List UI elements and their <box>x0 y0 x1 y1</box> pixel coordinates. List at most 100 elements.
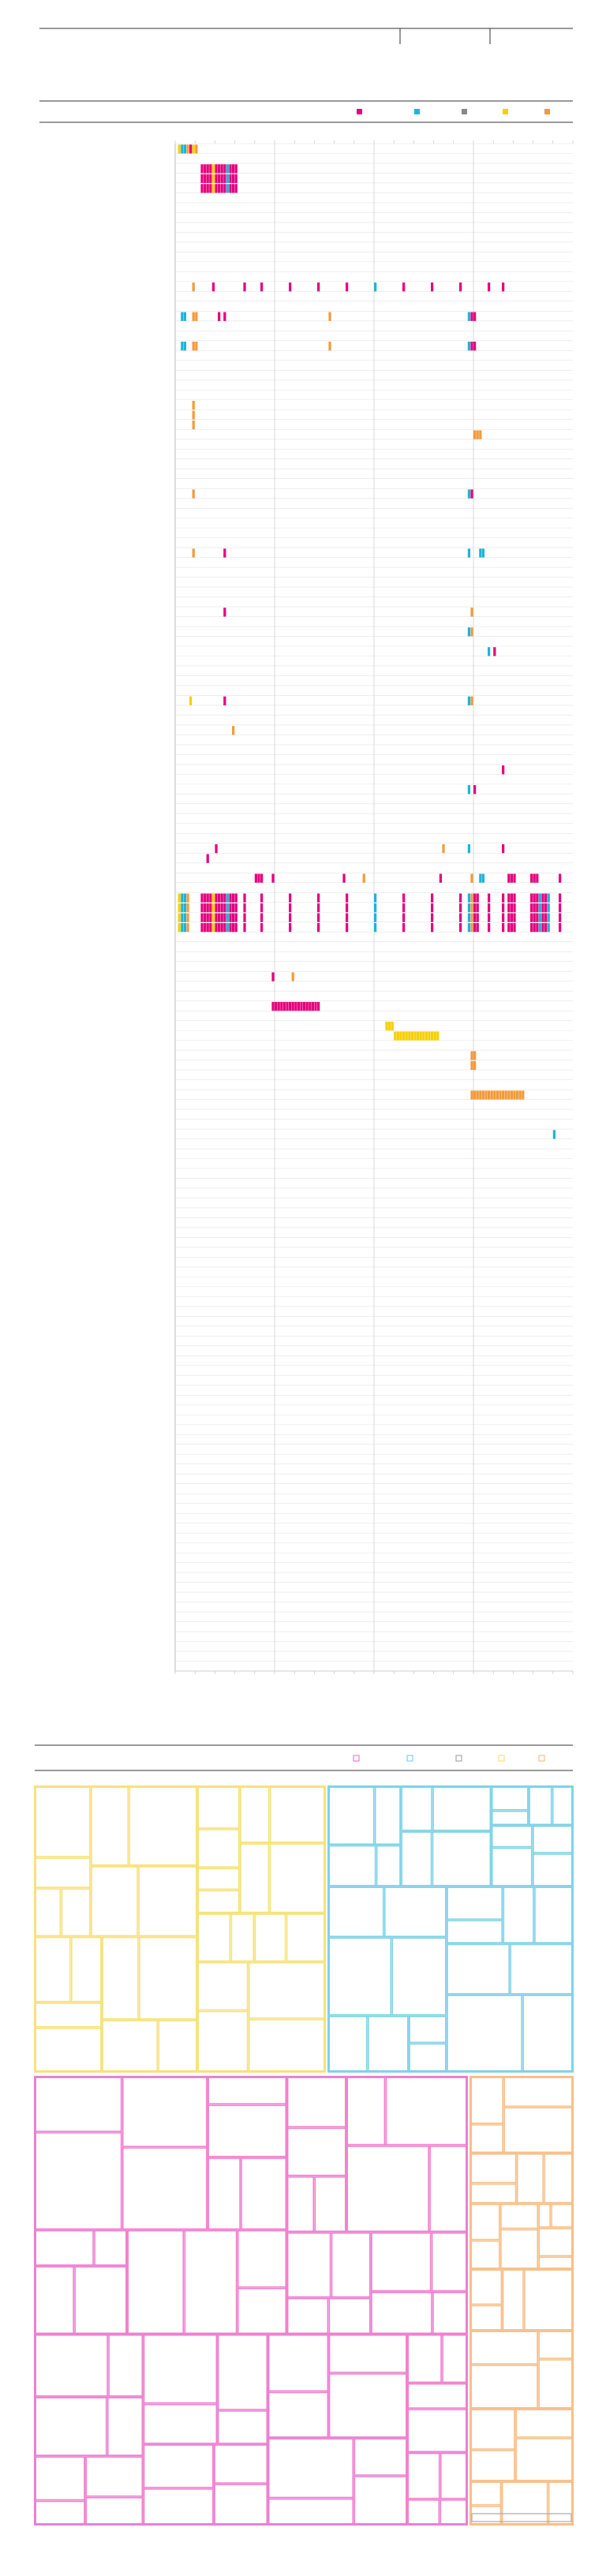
treemap-legend <box>35 1744 573 1771</box>
heatmap-cell <box>300 1001 303 1011</box>
heatmap-cell <box>408 1031 411 1041</box>
heatmap-cell <box>552 1130 556 1139</box>
treemap-cell <box>368 2015 409 2072</box>
heatmap-cell <box>181 913 184 922</box>
top-header <box>39 28 573 44</box>
treemap-cell <box>138 1866 197 1937</box>
heatmap-cell <box>234 164 238 174</box>
treemap-cell <box>503 1886 534 1944</box>
treemap-cell <box>383 1886 447 1938</box>
heatmap-cell <box>234 893 238 903</box>
heatmap-cell <box>271 1001 275 1011</box>
heatmap-cell <box>507 873 511 883</box>
treemap-cell <box>240 1843 325 1913</box>
treemap-cell <box>102 1936 197 2072</box>
heatmap-cell <box>405 1031 408 1041</box>
heatmap-cell <box>476 903 479 913</box>
heatmap-cell <box>232 922 235 933</box>
heatmap-cell <box>473 922 477 933</box>
heatmap-cell <box>183 312 187 321</box>
heatmap-cell <box>470 342 473 351</box>
heatmap-cell <box>547 893 550 903</box>
heatmap-cell <box>476 922 479 933</box>
heatmap-cell <box>374 922 377 933</box>
treemap-cell <box>538 2227 573 2269</box>
treemap-cell <box>237 2230 287 2335</box>
heatmap-cell <box>396 1031 400 1041</box>
treemap-cell <box>470 2450 515 2481</box>
treemap-cell <box>385 2077 467 2146</box>
treemap-group-tm_magenta <box>34 2076 468 2526</box>
heatmap-cell <box>459 903 462 913</box>
heatmap-cell <box>410 1031 414 1041</box>
treemap-cell <box>127 2230 238 2335</box>
heatmap-cell <box>271 873 275 883</box>
heatmap-cell <box>533 913 536 922</box>
heatmap-cell <box>243 913 246 922</box>
heatmap-cell <box>192 342 195 351</box>
heatmap-cell <box>220 893 223 903</box>
heatmap-cell <box>204 174 207 183</box>
heatmap-cell <box>328 312 331 321</box>
treemap-cell <box>328 1845 401 1886</box>
treemap-cell <box>407 2452 467 2525</box>
heatmap-cell <box>186 922 189 933</box>
heatmap-cell <box>402 913 406 922</box>
heatmap-cell <box>314 1001 317 1011</box>
treemap-cell <box>515 2438 573 2481</box>
treemap-cell <box>431 2232 467 2292</box>
heatmap-cell <box>328 342 331 351</box>
heatmap-cell <box>536 913 539 922</box>
heatmap-cell <box>211 903 215 913</box>
heatmap-cell <box>425 1031 428 1041</box>
treemap-cell <box>491 1810 529 1826</box>
heatmap-cell <box>243 893 246 903</box>
heatmap-cell <box>200 174 204 183</box>
treemap-cell <box>286 2077 346 2128</box>
heatmap-cell <box>260 893 264 903</box>
heatmap-cell <box>280 1001 283 1011</box>
treemap-cell <box>409 2043 447 2072</box>
heatmap-cell <box>388 1021 391 1031</box>
treemap-cell <box>346 2077 467 2146</box>
treemap-cell <box>35 2230 94 2266</box>
heatmap-cell <box>220 913 223 922</box>
heatmap-cell <box>470 608 473 617</box>
treemap-cell <box>516 2153 544 2204</box>
treemap-cell <box>346 2145 467 2233</box>
heatmap-cell <box>559 893 562 903</box>
heatmap-cell <box>192 548 195 558</box>
treemap-cell <box>197 1786 240 1913</box>
heatmap-cell <box>223 312 226 321</box>
treemap-cell <box>346 2145 429 2233</box>
heatmap-cell <box>538 913 542 922</box>
heatmap-cell <box>223 184 226 193</box>
heatmap-cell <box>559 873 562 883</box>
heatmap-cell <box>481 873 485 883</box>
treemap-cell <box>409 2015 447 2043</box>
heatmap-cell <box>223 903 226 913</box>
heatmap-cell <box>530 903 533 913</box>
treemap-cell <box>442 2334 467 2383</box>
heatmap-cell <box>473 1051 477 1060</box>
heatmap-cell <box>234 184 238 193</box>
heatmap-cell <box>547 922 550 933</box>
treemap-cell <box>446 1995 573 2072</box>
legend-swatch-tm_gray <box>455 1755 462 1762</box>
treemap-cell <box>328 1786 375 1845</box>
heatmap-cell <box>303 1001 306 1011</box>
treemap-cell <box>354 2438 407 2476</box>
heatmap-cell <box>530 893 533 903</box>
treemap-cell <box>446 1995 522 2072</box>
treemap-cell <box>491 1847 533 1886</box>
heatmap-cells <box>178 144 562 1139</box>
heatmap-cell <box>289 893 292 903</box>
heatmap-cell <box>428 1031 431 1041</box>
treemap-cell <box>538 2359 573 2409</box>
treemap-cell <box>328 1937 392 2016</box>
heatmap-cell <box>513 1090 516 1100</box>
treemap-cell <box>35 1936 102 2072</box>
treemap-cell <box>538 2331 573 2409</box>
treemap-cell <box>470 2409 573 2481</box>
heatmap-cell <box>215 844 218 854</box>
